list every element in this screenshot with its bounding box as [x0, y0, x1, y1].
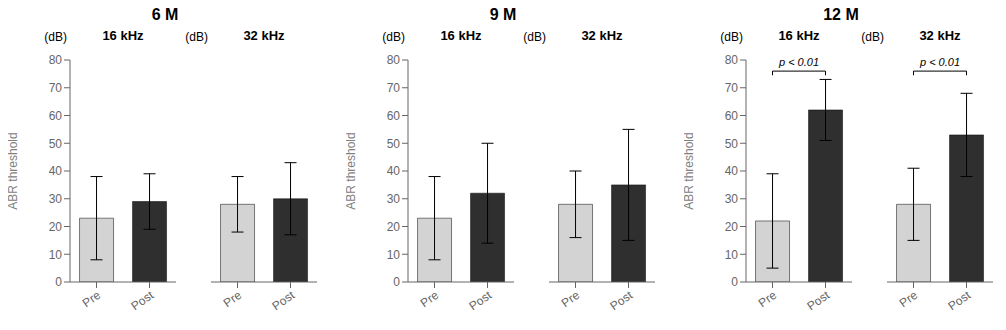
html-text:(dB): (dB) — [861, 30, 884, 44]
svg-text:p < 0.01: p < 0.01 — [919, 56, 960, 68]
svg-text:Pre: Pre — [80, 288, 104, 310]
html-text:(dB): (dB) — [382, 30, 405, 44]
html-text:32 kHz: 32 kHz — [243, 28, 285, 43]
svg-text:Post: Post — [128, 288, 156, 314]
svg-text:60: 60 — [387, 109, 401, 123]
svg-text:50: 50 — [49, 137, 63, 151]
html-text:32 kHz: 32 kHz — [581, 28, 623, 43]
svg-text:0: 0 — [55, 275, 62, 289]
html-text:12 M: 12 M — [823, 6, 859, 23]
svg-text:80: 80 — [387, 53, 401, 67]
svg-text:30: 30 — [49, 192, 63, 206]
html-text:6 M: 6 M — [151, 6, 179, 23]
svg-text:Pre: Pre — [559, 288, 583, 310]
svg-text:ABR threshold: ABR threshold — [8, 132, 20, 209]
svg-text:ABR threshold: ABR threshold — [346, 132, 358, 209]
svg-text:30: 30 — [725, 192, 739, 206]
html-text:16 kHz: 16 kHz — [778, 28, 820, 43]
svg-text:70: 70 — [725, 81, 739, 95]
svg-text:ABR threshold: ABR threshold — [684, 132, 696, 209]
svg-text:40: 40 — [49, 164, 63, 178]
html-text:16 kHz: 16 kHz — [440, 28, 482, 43]
svg-text:40: 40 — [725, 164, 739, 178]
svg-text:Pre: Pre — [756, 288, 780, 310]
svg-text:Pre: Pre — [221, 288, 245, 310]
svg-text:Post: Post — [804, 288, 832, 314]
svg-text:Post: Post — [269, 288, 297, 314]
svg-text:Post: Post — [607, 288, 635, 314]
svg-text:50: 50 — [387, 137, 401, 151]
svg-text:40: 40 — [387, 164, 401, 178]
svg-text:10: 10 — [725, 248, 739, 262]
html-text:(dB): (dB) — [185, 30, 208, 44]
html-text:(dB): (dB) — [720, 30, 743, 44]
svg-text:10: 10 — [49, 248, 63, 262]
html-text:9 M: 9 M — [489, 6, 517, 23]
svg-text:Pre: Pre — [897, 288, 921, 310]
svg-text:20: 20 — [49, 220, 63, 234]
svg-text:Post: Post — [466, 288, 494, 314]
svg-text:60: 60 — [49, 109, 63, 123]
svg-text:80: 80 — [49, 53, 63, 67]
svg-text:10: 10 — [387, 248, 401, 262]
html-text:(dB): (dB) — [523, 30, 546, 44]
html-text:(dB): (dB) — [44, 30, 67, 44]
svg-text:Post: Post — [945, 288, 973, 314]
svg-text:70: 70 — [387, 81, 401, 95]
html-text:32 kHz: 32 kHz — [919, 28, 961, 43]
svg-text:60: 60 — [725, 109, 739, 123]
svg-text:p < 0.01: p < 0.01 — [778, 56, 819, 68]
html-text:16 kHz: 16 kHz — [102, 28, 144, 43]
svg-text:30: 30 — [387, 192, 401, 206]
svg-text:50: 50 — [725, 137, 739, 151]
svg-text:20: 20 — [387, 220, 401, 234]
svg-text:0: 0 — [393, 275, 400, 289]
svg-text:80: 80 — [725, 53, 739, 67]
svg-text:Pre: Pre — [418, 288, 442, 310]
svg-text:20: 20 — [725, 220, 739, 234]
svg-text:70: 70 — [49, 81, 63, 95]
svg-text:0: 0 — [731, 275, 738, 289]
